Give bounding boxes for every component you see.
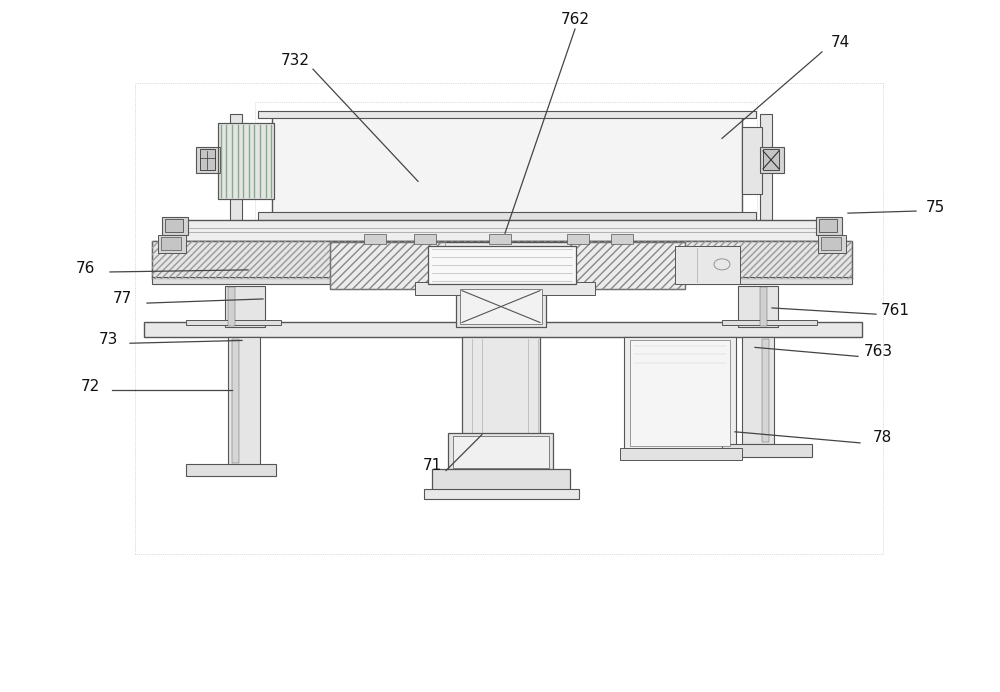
Bar [567, 234, 589, 244]
Bar [742, 337, 774, 444]
Bar [722, 320, 817, 325]
Bar [165, 219, 183, 232]
Bar [462, 337, 540, 470]
Bar [232, 339, 239, 463]
Bar [364, 234, 386, 244]
Bar [675, 246, 740, 284]
Bar [228, 337, 260, 465]
Bar [428, 246, 576, 284]
Bar [763, 149, 779, 170]
Bar [624, 337, 736, 451]
Bar [186, 320, 281, 325]
Bar [186, 464, 276, 476]
Bar [722, 444, 812, 457]
Text: 761: 761 [881, 302, 910, 318]
Text: 73: 73 [98, 331, 118, 347]
Bar [630, 340, 730, 446]
Bar [760, 287, 767, 326]
Bar [819, 219, 837, 232]
Bar [152, 241, 852, 279]
Bar [424, 489, 579, 499]
Bar [570, 242, 685, 289]
Bar [158, 235, 186, 253]
Bar [330, 242, 445, 289]
Text: 75: 75 [925, 200, 945, 215]
Bar [760, 114, 772, 221]
Text: 74: 74 [830, 35, 850, 51]
Bar [456, 287, 546, 327]
Bar [762, 339, 769, 442]
Bar [415, 282, 595, 295]
Bar [135, 83, 883, 554]
Bar [228, 287, 235, 326]
Text: 76: 76 [75, 261, 95, 276]
Bar [218, 123, 274, 199]
Bar [230, 114, 242, 225]
Text: 78: 78 [872, 430, 892, 445]
Bar [182, 220, 822, 241]
Bar [738, 286, 778, 327]
Bar [448, 432, 553, 471]
Bar [200, 149, 215, 170]
Bar [258, 212, 756, 220]
Bar [255, 102, 757, 224]
Bar [161, 237, 181, 250]
Bar [611, 234, 633, 244]
Bar [258, 111, 756, 118]
Bar [453, 436, 549, 468]
Text: 732: 732 [280, 53, 310, 69]
Text: 763: 763 [863, 344, 893, 359]
Bar [272, 116, 742, 213]
Bar [144, 322, 862, 337]
Bar [414, 234, 436, 244]
Bar [152, 277, 852, 284]
Bar [432, 469, 570, 491]
Bar [218, 123, 274, 199]
Bar [816, 217, 842, 235]
Bar [196, 147, 220, 173]
Bar [460, 289, 542, 324]
Text: 72: 72 [80, 379, 100, 394]
Bar [330, 242, 685, 289]
Bar [760, 147, 784, 173]
Bar [818, 235, 846, 253]
Bar [742, 127, 762, 194]
Text: 77: 77 [112, 291, 132, 307]
Text: 71: 71 [422, 457, 442, 473]
Bar [152, 241, 852, 279]
Bar [162, 217, 188, 235]
Bar [821, 237, 841, 250]
Bar [489, 234, 511, 244]
Text: 762: 762 [560, 12, 590, 27]
Bar [225, 286, 265, 327]
Bar [620, 448, 742, 460]
